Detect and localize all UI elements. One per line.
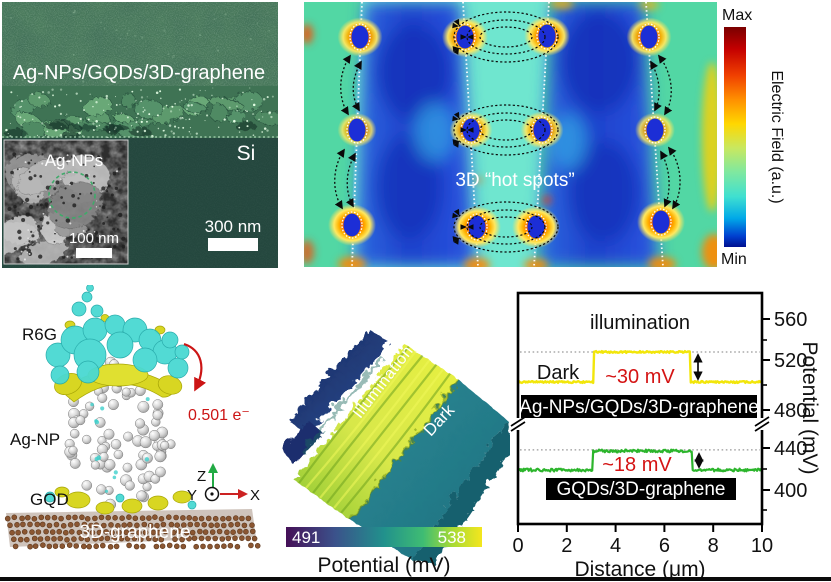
axis-tick-labels: 560 520 480 440 400 0 2 4 6 8 10 [512,309,807,557]
y-axis-label: Y [187,487,197,504]
ag-np-circle-marker [48,171,96,219]
series2-banner [546,478,736,500]
svg-text:440: 440 [774,438,807,460]
data-series [517,349,763,473]
svg-text:6: 6 [659,535,670,557]
field-arrowheads [452,18,474,245]
kpfm-dark-region [348,378,505,558]
axis-break [510,416,770,432]
delta-18mv-label: ~18 mV [602,454,672,476]
gqd-label: GQD [30,490,69,509]
graphene-flakes [3,90,278,142]
illumination-annotation: illumination [590,312,690,334]
r6g-label: R6G [22,325,57,344]
potential-colorbar [286,527,482,547]
sem-inset: Ag-NPs 100 nm [3,139,129,265]
graphene-label: 3D-graphene [80,522,191,543]
ag-np-label: Ag-NP [10,430,60,449]
kpfm-back-ridge [286,327,387,433]
plot-frame [516,291,764,526]
cyan-isosurface [44,285,197,510]
svg-text:560: 560 [774,309,807,331]
series1-banner-label: Ag-NPs/GQDs/3D-graphene [519,397,759,418]
svg-text:10: 10 [751,535,773,557]
colorbar-gradient [724,27,746,247]
potential-min-value: 491 [292,528,320,547]
x-axis-title: Distance (μm) [574,558,705,581]
svg-text:2: 2 [561,535,572,557]
field-edge-hotzones [304,2,717,267]
field-dark-bands [355,2,658,267]
inset-scalebar [76,248,112,258]
z-axis-label: Z [197,468,206,485]
sem-main-label: Ag-NPs/GQDs/3D-graphene [13,62,265,84]
field-simulation-panel: 3D “hot spots” [304,2,717,267]
field-coupling-arcs [453,11,559,253]
colorbar-max-label: Max [722,7,752,24]
svg-text:4: 4 [610,535,621,557]
field-colorbar: Max Min Electric Field (a.u.) [721,7,785,268]
potential-max-value: 538 [438,528,466,547]
delta-arrows [693,353,704,469]
series2-banner-label: GQDs/3D-graphene [557,479,726,500]
hot-spots [328,15,685,248]
sem-scalebar-text: 300 nm [205,217,262,236]
inset-label: Ag-NPs [45,151,104,170]
charge-transfer-value: 0.501 e⁻ [188,407,250,424]
wall-coupling-arrows [334,54,681,210]
potential-chart: Ag-NPs/GQDs/3D-graphene GQDs/3D-graphene… [510,291,821,581]
hot-spots-annotation: 3D “hot spots” [455,170,574,191]
sem-panel: Ag-NPs/GQDs/3D-graphene Si 300 nm Ag-NPs… [2,2,278,268]
figure-bottom-rule [0,577,831,581]
x-axis-label: X [250,487,260,504]
dark-annotation: Dark [537,362,580,384]
svg-text:400: 400 [774,480,807,502]
axis-ticks [517,318,770,532]
delta-30mv-label: ~30 mV [605,366,675,388]
sem-scalebar [208,238,258,251]
svg-text:0: 0 [512,535,523,557]
plateau-ridges [298,345,451,514]
charge-transfer-arrow [183,342,207,392]
potential-colorbar-label: Potential (mV) [317,554,450,577]
svg-text:8: 8 [708,535,719,557]
series1-banner [521,395,757,418]
y-axis-title: Potential (mV) [798,341,821,474]
kpfm-panel: Illumination Dark 491 538 Potential (mV) [280,327,510,577]
colorbar-axis-label: Electric Field (a.u.) [768,70,785,203]
graphene-lattice [4,514,261,550]
colorbar-min-label: Min [721,251,747,268]
inset-scalebar-text: 100 nm [69,230,119,247]
sem-substrate-label: Si [237,142,256,165]
axis-gizmo: Z Y X [187,463,260,504]
dft-panel: R6G Ag-NP GQD 3D-graphene 0.501 e⁻ Z Y X [4,285,261,550]
svg-text:480: 480 [774,400,807,422]
svg-text:520: 520 [774,350,807,372]
